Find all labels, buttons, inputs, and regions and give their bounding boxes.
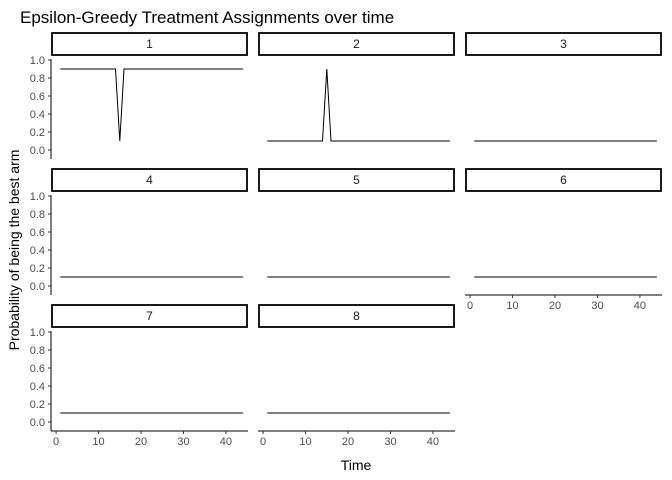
chart-title: Epsilon-Greedy Treatment Assignments ove… [20, 8, 394, 27]
x-tick-label: 40 [634, 300, 646, 312]
facet-strip-label: 7 [146, 309, 153, 323]
y-tick-label: 0.6 [30, 227, 45, 239]
x-tick-label: 20 [135, 436, 147, 448]
y-tick-label: 0.0 [30, 145, 45, 157]
y-tick-label: 0.4 [30, 245, 45, 257]
facet-strip [465, 168, 662, 192]
y-tick-label: 0.8 [30, 73, 45, 85]
facet-strip-label: 6 [560, 173, 567, 187]
x-tick-label: 0 [53, 436, 59, 448]
x-axis-title: Time [341, 457, 372, 473]
facet-panel-2: 2 [258, 32, 455, 142]
facet-panel-1: 1 0.0 0.2 0.4 0.6 0.8 1.0 [30, 32, 248, 159]
x-tick-label: 20 [549, 300, 561, 312]
facet-strip [51, 32, 248, 56]
y-axis-title: Probability of being the best arm [6, 150, 22, 351]
facet-strip [258, 32, 455, 56]
facet-panel-3: 3 [465, 32, 662, 142]
facet-strip-label: 1 [146, 37, 153, 51]
y-tick-label: 0.2 [30, 127, 45, 139]
y-tick-label: 0.6 [30, 363, 45, 375]
y-tick-label: 1.0 [30, 327, 45, 339]
y-tick-label: 0.2 [30, 399, 45, 411]
x-tick-label: 10 [92, 436, 104, 448]
facet-strip-label: 8 [353, 309, 360, 323]
x-tick-label: 30 [177, 436, 189, 448]
series-line-1 [60, 68, 243, 142]
y-tick-label: 0.4 [30, 109, 45, 121]
facet-panel-7: 7 0.0 0.2 0.4 0.6 0.8 1.0 0 10 20 30 40 [30, 304, 248, 448]
x-tick-label: 30 [384, 436, 396, 448]
facet-panels: 1 0.0 0.2 0.4 0.6 0.8 1.0 2 3 4 0.0 0.2 0.4 0.6 0.8 1.0… [30, 32, 662, 448]
x-tick-label: 0 [260, 436, 266, 448]
facet-panel-5: 5 [258, 168, 455, 278]
x-tick-label: 40 [427, 436, 439, 448]
facet-strip [51, 304, 248, 328]
facet-strip [258, 304, 455, 328]
facet-panel-6: 6 0 10 20 30 40 [465, 168, 662, 312]
x-tick-label: 30 [591, 300, 603, 312]
facet-strip-label: 5 [353, 173, 360, 187]
facet-strip [51, 168, 248, 192]
facet-panel-4: 4 0.0 0.2 0.4 0.6 0.8 1.0 [30, 168, 248, 295]
facet-strip-label: 2 [353, 37, 360, 51]
facet-strip [465, 32, 662, 56]
x-tick-label: 40 [220, 436, 232, 448]
x-tick-label: 10 [506, 300, 518, 312]
y-tick-label: 0.6 [30, 91, 45, 103]
y-tick-label: 0.0 [30, 281, 45, 293]
facet-strip-label: 3 [560, 37, 567, 51]
y-tick-label: 0.8 [30, 209, 45, 221]
y-tick-label: 0.8 [30, 345, 45, 357]
y-tick-label: 0.0 [30, 417, 45, 429]
y-tick-label: 1.0 [30, 191, 45, 203]
y-tick-label: 1.0 [30, 55, 45, 67]
x-tick-label: 0 [467, 300, 473, 312]
x-tick-label: 10 [299, 436, 311, 448]
x-tick-label: 20 [342, 436, 354, 448]
facet-panel-8: 8 0 10 20 30 40 [258, 304, 455, 448]
series-line-2 [267, 68, 450, 142]
facet-strip-label: 4 [146, 173, 153, 187]
y-tick-label: 0.2 [30, 263, 45, 275]
y-tick-label: 0.4 [30, 381, 45, 393]
facet-strip [258, 168, 455, 192]
